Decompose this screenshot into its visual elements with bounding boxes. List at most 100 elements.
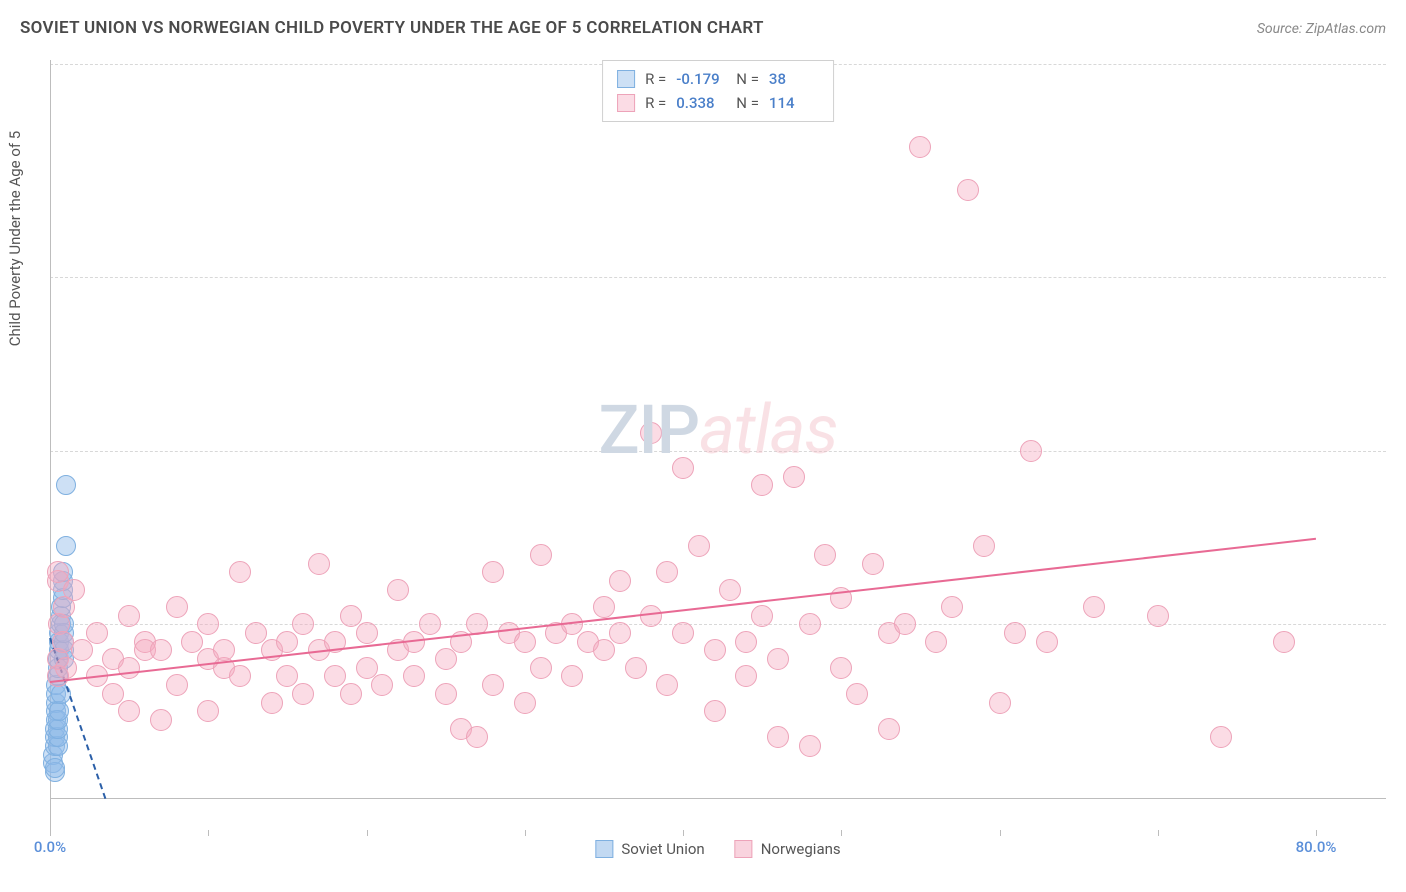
scatter-point bbox=[435, 683, 457, 705]
scatter-point bbox=[1083, 596, 1105, 618]
scatter-point bbox=[150, 639, 172, 661]
scatter-point bbox=[973, 535, 995, 557]
scatter-point bbox=[735, 631, 757, 653]
scatter-point bbox=[102, 683, 124, 705]
x-tick bbox=[50, 830, 51, 836]
scatter-point bbox=[166, 596, 188, 618]
scatter-point bbox=[55, 657, 77, 679]
scatter-point bbox=[324, 665, 346, 687]
scatter-point bbox=[846, 683, 868, 705]
grid-line bbox=[50, 451, 1386, 452]
chart-source: Source: ZipAtlas.com bbox=[1257, 21, 1386, 37]
n-value: 38 bbox=[769, 67, 819, 91]
x-tick bbox=[367, 830, 368, 836]
scatter-point bbox=[609, 570, 631, 592]
scatter-point bbox=[830, 657, 852, 679]
scatter-point bbox=[213, 639, 235, 661]
scatter-point bbox=[229, 561, 251, 583]
scatter-point bbox=[878, 718, 900, 740]
scatter-point bbox=[340, 683, 362, 705]
scatter-point bbox=[672, 622, 694, 644]
scatter-point bbox=[387, 579, 409, 601]
series-legend: Soviet Union Norwegians bbox=[595, 840, 840, 858]
trend-line bbox=[50, 538, 1316, 683]
r-label: R = bbox=[645, 67, 666, 91]
scatter-point bbox=[719, 579, 741, 601]
r-value: -0.179 bbox=[676, 67, 726, 91]
scatter-point bbox=[56, 475, 76, 495]
scatter-point bbox=[909, 136, 931, 158]
scatter-point bbox=[292, 683, 314, 705]
scatter-point bbox=[403, 665, 425, 687]
scatter-point bbox=[767, 726, 789, 748]
scatter-point bbox=[814, 544, 836, 566]
scatter-point bbox=[862, 553, 884, 575]
scatter-point bbox=[609, 622, 631, 644]
scatter-point bbox=[1273, 631, 1295, 653]
scatter-point bbox=[783, 466, 805, 488]
correlation-legend-row: R =-0.179N =38 bbox=[617, 67, 819, 91]
grid-line bbox=[50, 277, 1386, 278]
legend-swatch bbox=[735, 840, 753, 858]
x-tick bbox=[1158, 830, 1159, 836]
series-legend-item: Norwegians bbox=[735, 840, 841, 858]
scatter-point bbox=[118, 657, 140, 679]
r-value: 0.338 bbox=[676, 91, 726, 115]
chart-header: SOVIET UNION VS NORWEGIAN CHILD POVERTY … bbox=[20, 18, 1386, 38]
scatter-point bbox=[656, 674, 678, 696]
chart-title: SOVIET UNION VS NORWEGIAN CHILD POVERTY … bbox=[20, 18, 764, 38]
scatter-point bbox=[292, 613, 314, 635]
y-axis-label: Child Poverty Under the Age of 5 bbox=[6, 131, 24, 347]
scatter-point bbox=[593, 596, 615, 618]
scatter-point bbox=[466, 726, 488, 748]
scatter-point bbox=[1210, 726, 1232, 748]
scatter-point bbox=[356, 657, 378, 679]
scatter-point bbox=[371, 674, 393, 696]
x-tick bbox=[1316, 830, 1317, 836]
scatter-point bbox=[656, 561, 678, 583]
legend-swatch bbox=[617, 70, 635, 88]
scatter-point bbox=[197, 613, 219, 635]
n-label: N = bbox=[736, 91, 759, 115]
scatter-point bbox=[704, 639, 726, 661]
scatter-point bbox=[86, 622, 108, 644]
scatter-point bbox=[1020, 440, 1042, 462]
scatter-point bbox=[356, 622, 378, 644]
scatter-point bbox=[625, 657, 647, 679]
scatter-point bbox=[229, 665, 251, 687]
scatter-point bbox=[47, 561, 69, 583]
scatter-point bbox=[118, 700, 140, 722]
scatter-point bbox=[735, 665, 757, 687]
scatter-point bbox=[45, 758, 65, 778]
x-tick-label: 0.0% bbox=[34, 838, 66, 856]
scatter-point bbox=[261, 692, 283, 714]
x-tick bbox=[841, 830, 842, 836]
legend-label: Norwegians bbox=[761, 840, 841, 858]
scatter-point bbox=[561, 665, 583, 687]
x-tick bbox=[525, 830, 526, 836]
scatter-point bbox=[166, 674, 188, 696]
scatter-point bbox=[1004, 622, 1026, 644]
scatter-point bbox=[767, 648, 789, 670]
scatter-point bbox=[56, 536, 76, 556]
x-tick-label: 80.0% bbox=[1296, 838, 1337, 856]
scatter-point bbox=[989, 692, 1011, 714]
r-label: R = bbox=[645, 91, 666, 115]
scatter-point bbox=[751, 605, 773, 627]
scatter-point bbox=[118, 605, 140, 627]
scatter-point bbox=[957, 179, 979, 201]
legend-swatch bbox=[617, 94, 635, 112]
scatter-point bbox=[894, 613, 916, 635]
scatter-point bbox=[276, 631, 298, 653]
n-value: 114 bbox=[769, 91, 819, 115]
legend-label: Soviet Union bbox=[621, 840, 704, 858]
watermark-atlas: atlas bbox=[699, 390, 837, 470]
x-tick bbox=[1000, 830, 1001, 836]
scatter-point bbox=[751, 474, 773, 496]
scatter-point bbox=[514, 631, 536, 653]
scatter-point bbox=[340, 605, 362, 627]
scatter-point bbox=[688, 535, 710, 557]
scatter-point bbox=[181, 631, 203, 653]
scatter-point bbox=[482, 561, 504, 583]
scatter-point bbox=[925, 631, 947, 653]
